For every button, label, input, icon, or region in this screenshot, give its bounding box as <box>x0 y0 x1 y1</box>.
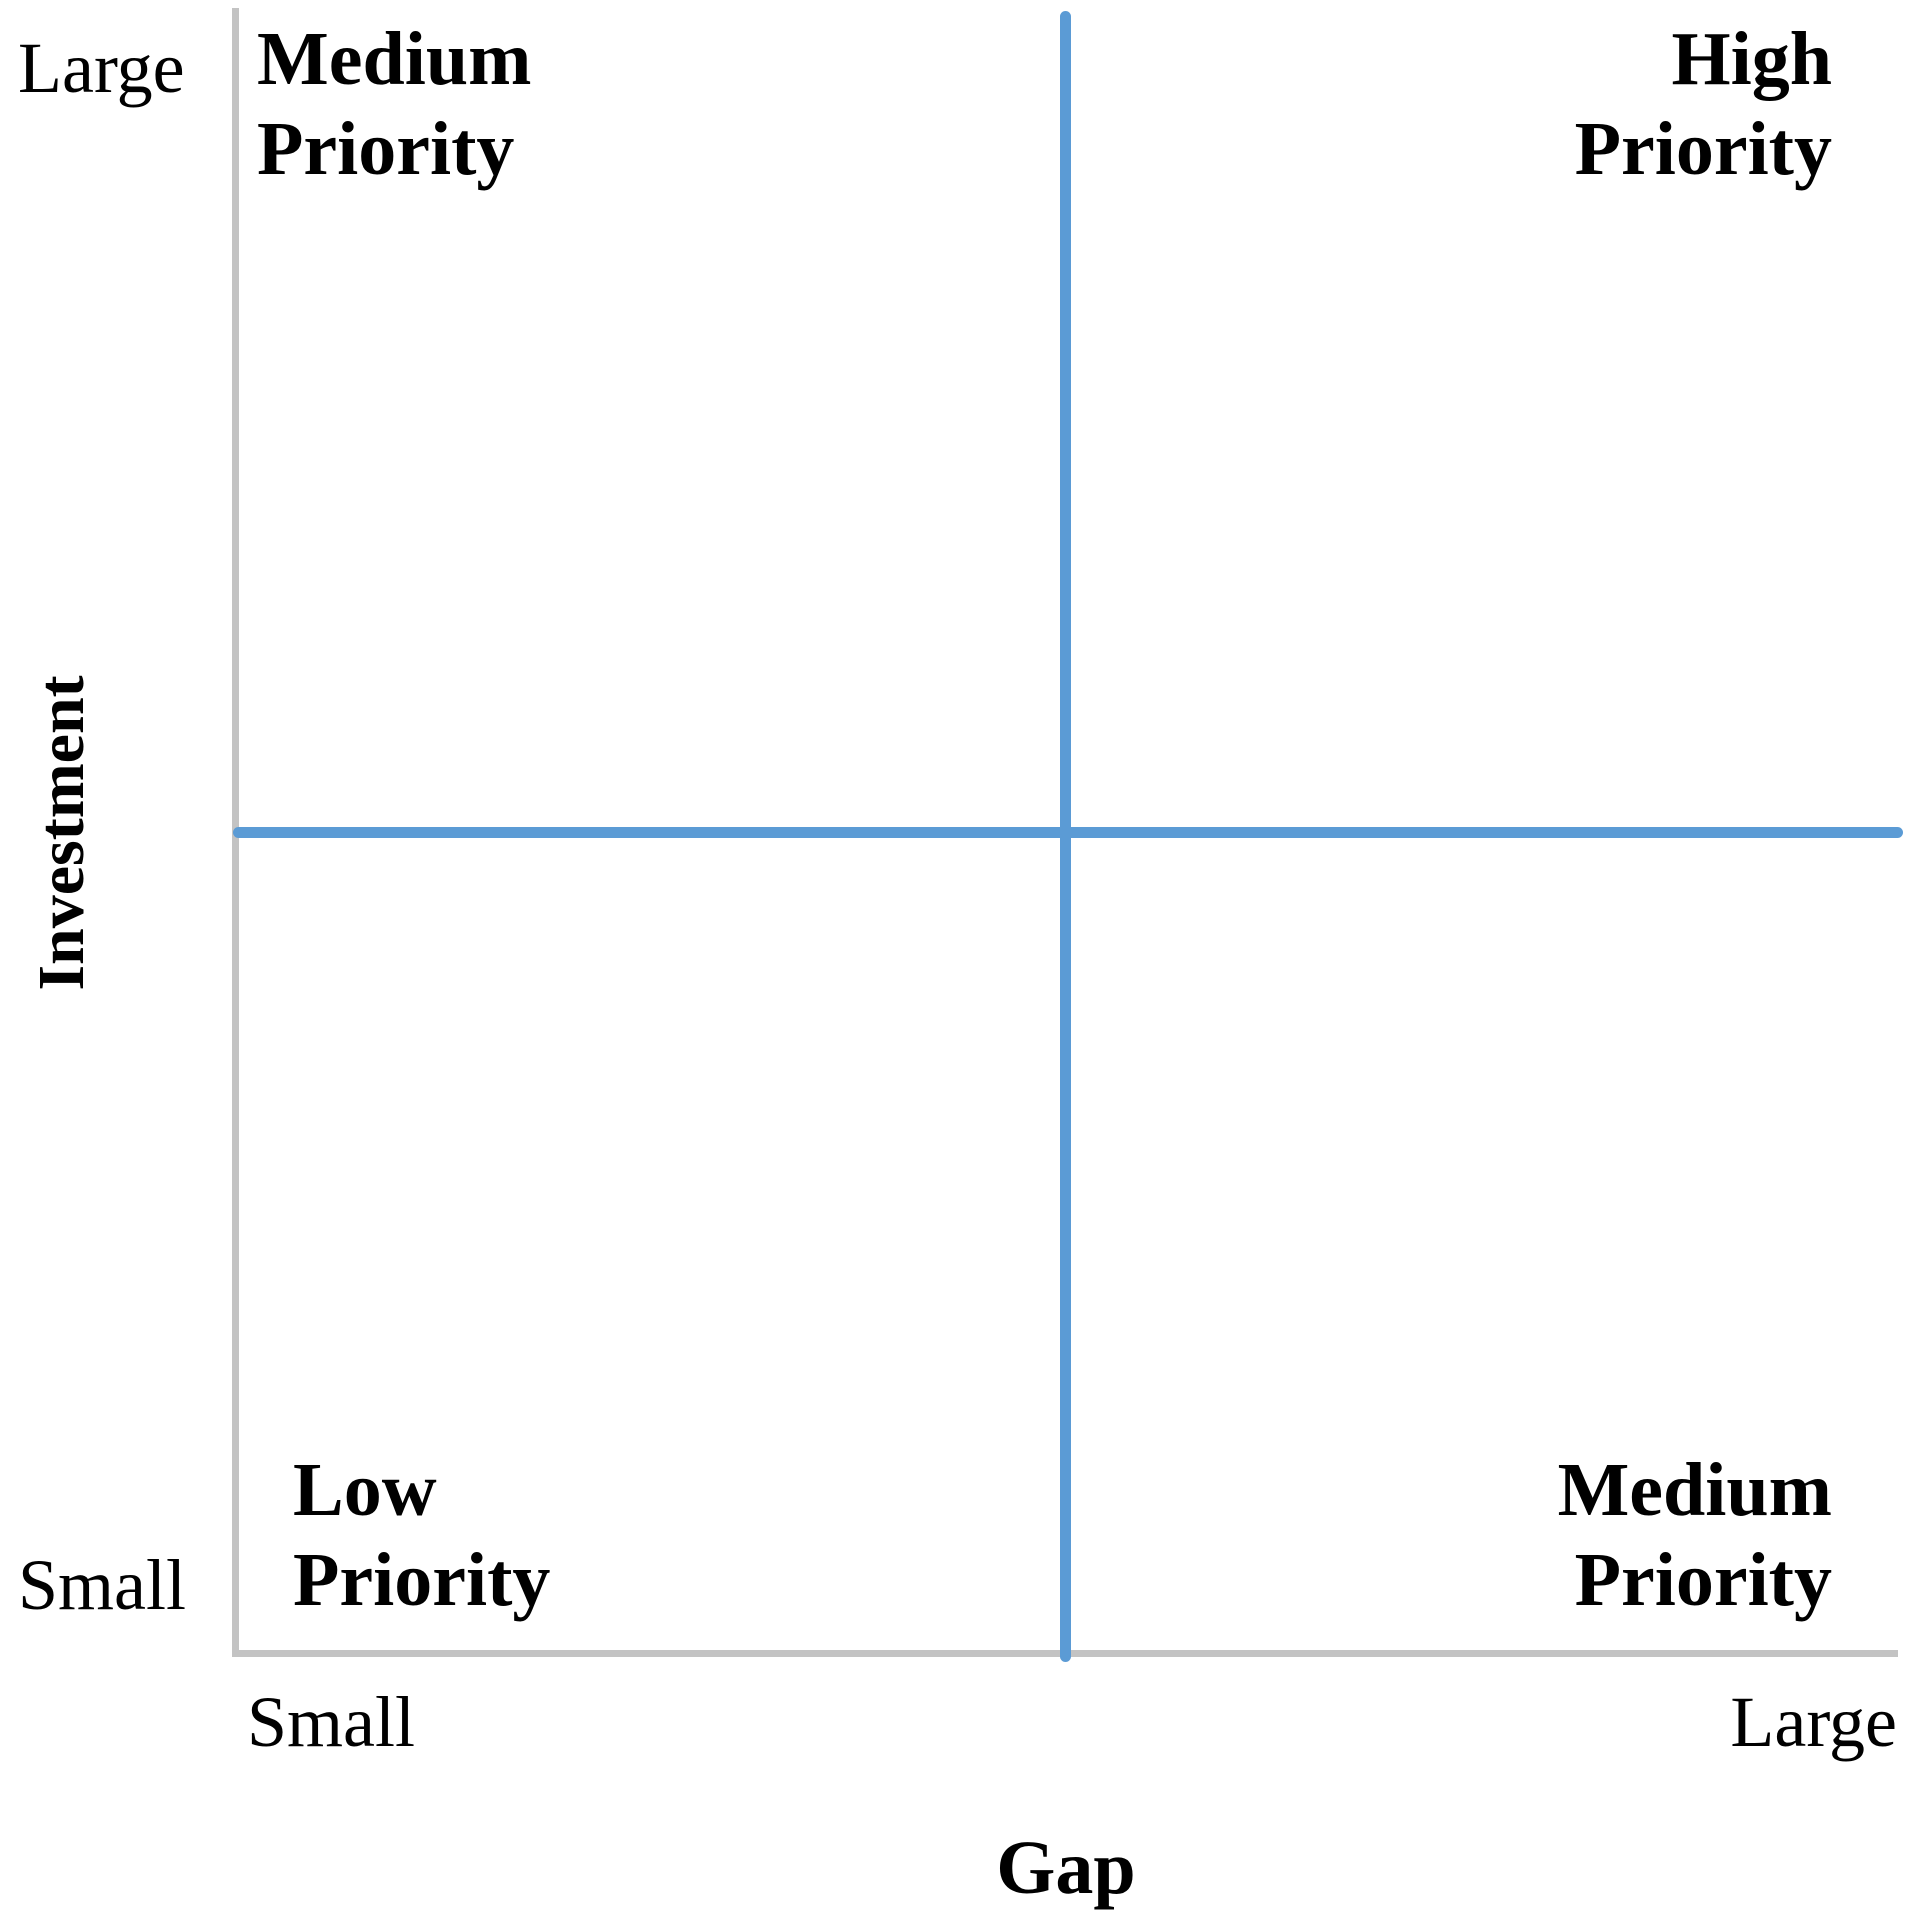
x-axis-title: Gap <box>996 1826 1136 1910</box>
x-axis-max-label: Large <box>1730 1682 1897 1762</box>
x-axis-min-label: Small <box>247 1682 416 1762</box>
quadrant-label-top-left: Medium Priority <box>257 17 532 191</box>
y-axis-max-label: Large <box>18 28 185 108</box>
quadrant-label-top-right: High Priority <box>1574 17 1832 191</box>
y-axis-title: Investment <box>25 675 98 991</box>
quadrant-label-bottom-left: Low Priority <box>293 1448 551 1622</box>
quadrant-label-bottom-right: Medium Priority <box>1557 1448 1832 1622</box>
vertical-divider-line <box>1060 11 1071 1662</box>
y-axis-min-label: Small <box>18 1545 187 1625</box>
